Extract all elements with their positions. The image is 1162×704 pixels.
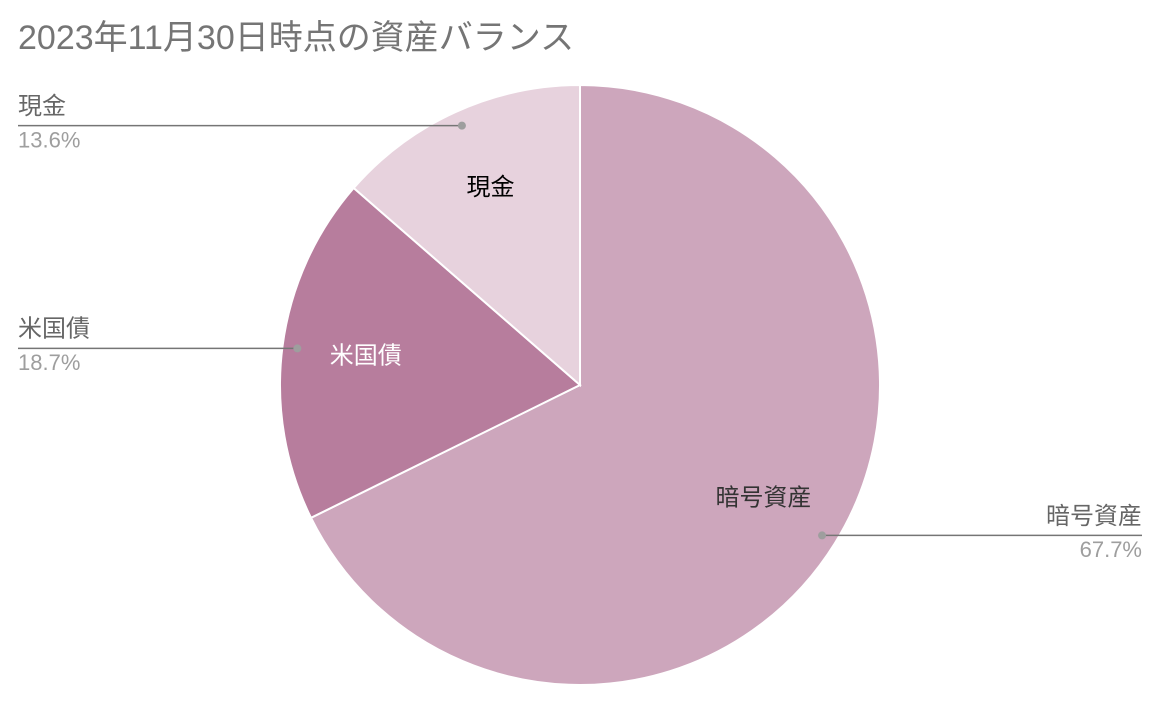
value-label: 67.7% — [1080, 537, 1142, 562]
leader-dot — [457, 121, 466, 130]
value-label: 18.7% — [18, 350, 80, 375]
value-label: 13.6% — [18, 127, 80, 152]
outside-label: 現金 — [18, 93, 66, 120]
slice-label: 暗号資産 — [715, 484, 811, 511]
leader-dot — [818, 531, 827, 540]
chart-title: 2023年11月30日時点の資産バランス — [18, 19, 574, 57]
pie-slice — [352, 83, 581, 388]
outside-label: 暗号資産 — [1046, 503, 1142, 530]
pie-slice — [309, 83, 881, 686]
outside-label: 米国債 — [18, 316, 90, 343]
slice-label: 米国債 — [330, 343, 402, 370]
pie-slice — [279, 186, 582, 520]
leader-dot — [293, 344, 302, 353]
slice-label: 現金 — [466, 174, 514, 201]
